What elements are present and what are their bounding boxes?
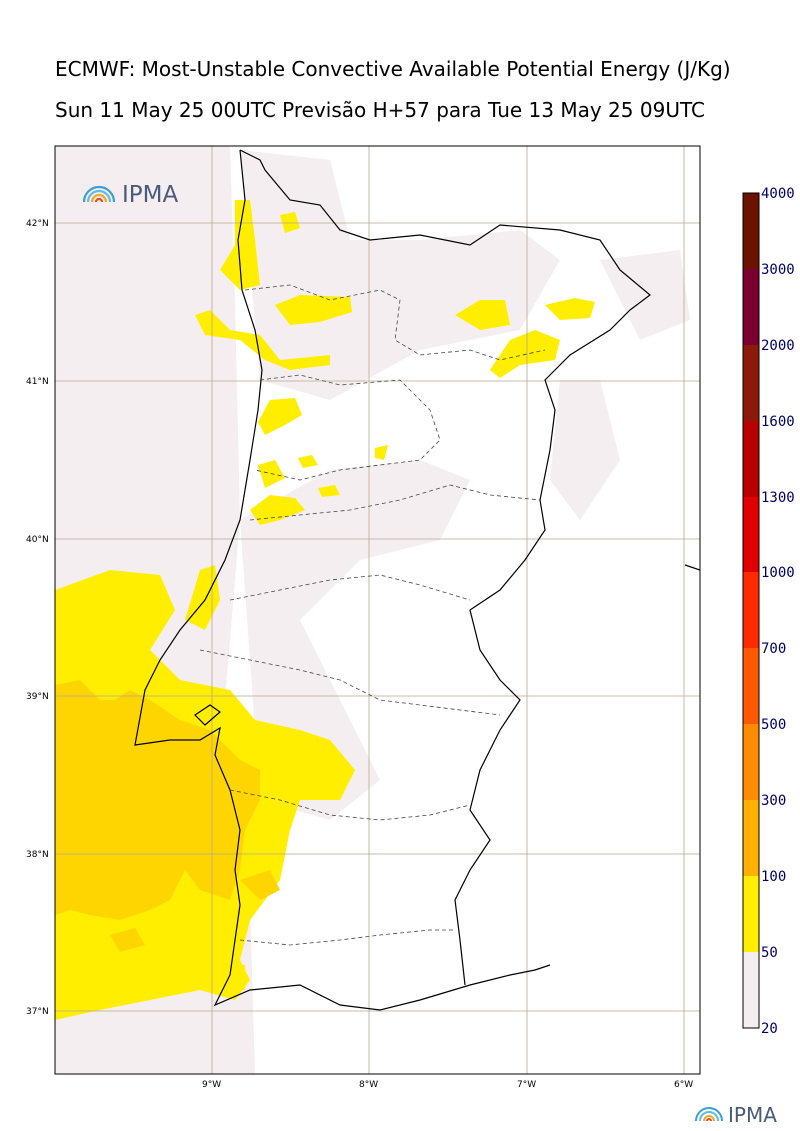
colorbar-swatch-50 (743, 952, 759, 1028)
colorbar: 4000 3000 2000 1600 1300 1000 700 500 30… (742, 186, 795, 1037)
colorbar-label-100: 100 (761, 869, 786, 885)
colorbar-swatch-1600 (743, 421, 759, 497)
cape-low-patch-east (550, 380, 620, 520)
lon-label-6w: 6°W (674, 1080, 693, 1090)
colorbar-swatch-2000 (743, 345, 759, 421)
cape-50-south-blob (210, 960, 245, 995)
rainbow-logo-icon (695, 1107, 723, 1122)
colorbar-swatch-100 (743, 876, 759, 952)
ipma-logo-text: IPMA (122, 182, 178, 208)
cape-100-core (55, 680, 260, 920)
colorbar-swatch-700 (743, 648, 759, 724)
cape-50-beira-5 (318, 485, 340, 497)
lon-label-9w: 9°W (202, 1080, 221, 1090)
colorbar-label-1300: 1300 (761, 490, 795, 506)
cape-50-beira-6 (375, 445, 388, 460)
colorbar-label-300: 300 (761, 793, 786, 809)
colorbar-label-2000: 2000 (761, 338, 795, 354)
cape-field (55, 146, 690, 1074)
colorbar-label-3000: 3000 (761, 262, 795, 278)
map-title: ECMWF: Most-Unstable Convective Availabl… (55, 57, 731, 81)
colorbar-label-4000: 4000 (761, 186, 795, 202)
colorbar-frame (742, 192, 760, 1029)
lat-label-41n: 41°N (26, 377, 49, 387)
map-subtitle: Sun 11 May 25 00UTC Previsão H+57 para T… (55, 98, 705, 122)
cape-50-north-1 (220, 200, 260, 290)
ipma-footer-text: IPMA (728, 1103, 777, 1127)
colorbar-swatch-4000 (743, 193, 759, 269)
ipma-logo-map: IPMA (82, 182, 178, 208)
colorbar-label-1600: 1600 (761, 414, 795, 430)
colorbar-swatch-1000 (743, 572, 759, 648)
colorbar-label-700: 700 (761, 641, 786, 657)
lon-label-7w: 7°W (517, 1080, 536, 1090)
graticule (55, 146, 700, 1074)
cape-50-east-1 (455, 300, 510, 330)
colorbar-label-50: 50 (761, 945, 778, 961)
colorbar-swatch-500 (743, 724, 759, 800)
cape-100-south-1 (110, 928, 145, 952)
lat-label-42n: 42°N (26, 219, 49, 229)
cape-50-east-2 (545, 298, 595, 320)
cape-50-minho (195, 310, 330, 370)
cape-50-beira-4 (298, 455, 318, 468)
cape-50-beira-3 (250, 495, 305, 525)
cape-100-inland-1 (240, 870, 280, 900)
colorbar-swatch-1300 (743, 497, 759, 573)
colorbar-swatch-3000 (743, 269, 759, 345)
rainbow-logo-icon (82, 185, 116, 203)
cape-50-east-3 (490, 330, 560, 378)
district-borders (199, 284, 546, 946)
coastline (134, 149, 700, 1011)
map-frame (54, 145, 701, 1075)
lat-label-39n: 39°N (26, 692, 49, 702)
cape-50-douro (275, 295, 352, 325)
colorbar-label-500: 500 (761, 717, 786, 733)
lat-label-40n: 40°N (26, 535, 49, 545)
lon-label-8w: 8°W (359, 1080, 378, 1090)
lat-label-37n: 37°N (26, 1007, 49, 1017)
lat-label-38n: 38°N (26, 850, 49, 860)
cape-50-north-2 (280, 212, 300, 233)
colorbar-label-1000: 1000 (761, 565, 795, 581)
colorbar-label-20: 20 (761, 1021, 778, 1037)
cape-50-beira-1 (258, 398, 302, 435)
cape-low-patch-north (240, 150, 560, 400)
ipma-logo-footer: IPMA (695, 1103, 777, 1127)
colorbar-swatch-300 (743, 800, 759, 876)
